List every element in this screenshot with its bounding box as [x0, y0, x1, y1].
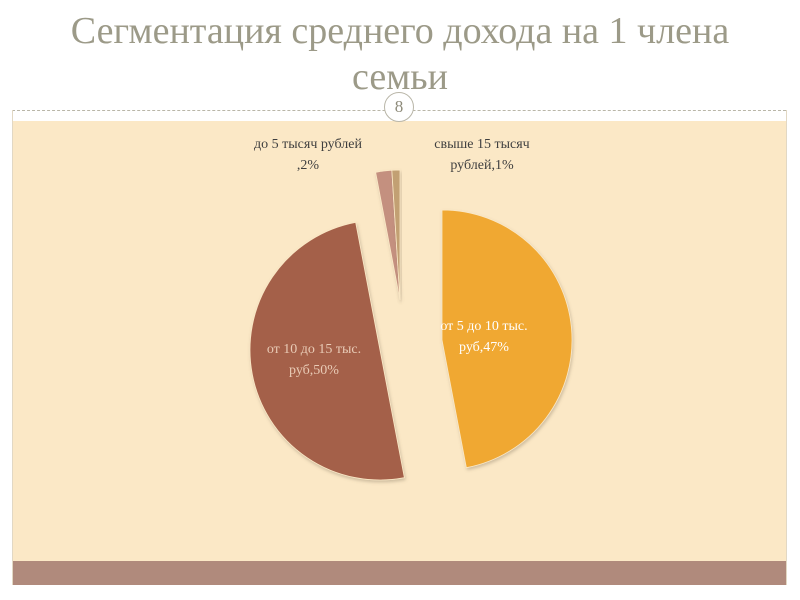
pie-slice-4: [391, 169, 401, 301]
pie-slice-label-3: до 5 тысяч рублей ,2%: [254, 137, 362, 173]
pie-slice-2: [249, 221, 405, 481]
slide-number-badge: 8: [384, 92, 414, 122]
pie-slice-label-2: от 10 до 15 тыс. руб,50%: [267, 342, 361, 378]
frame-left-border: [12, 110, 13, 585]
footer-bar: [12, 561, 786, 585]
pie-slice-label-4: свыше 15 тысяч рублей,1%: [434, 137, 529, 173]
frame-right-border: [786, 110, 787, 585]
pie-slice-1: [441, 209, 573, 469]
pie-slice-label-1: от 5 до 10 тыс. руб,47%: [440, 319, 527, 355]
slide-title: Сегментация среднего дохода на 1 члена с…: [70, 10, 730, 98]
